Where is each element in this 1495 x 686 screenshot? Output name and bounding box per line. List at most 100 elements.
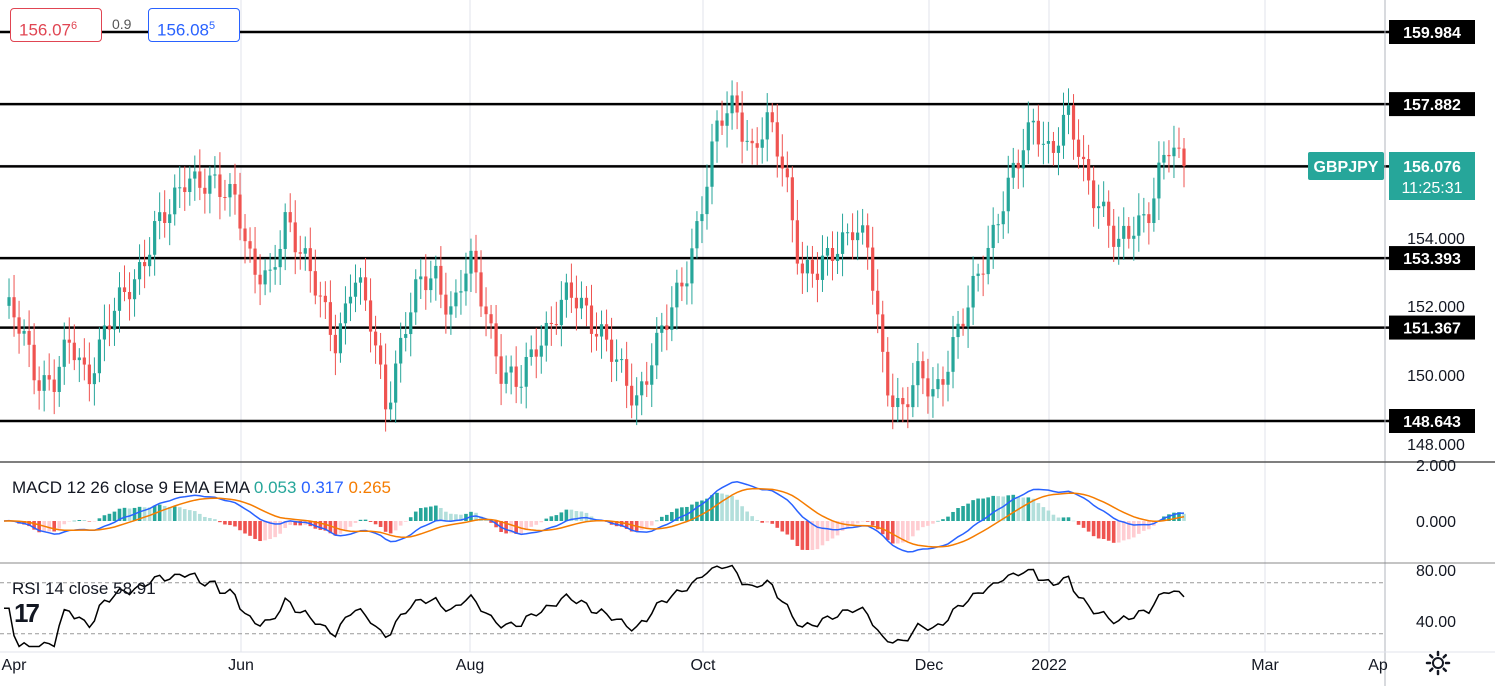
candle-body: [554, 324, 558, 326]
candle-body: [559, 299, 563, 326]
candle-body: [1021, 150, 1025, 169]
macd-histogram-bar: [780, 521, 785, 532]
horizontal-levels[interactable]: [0, 30, 1390, 423]
macd-histogram-bar: [1091, 521, 1096, 537]
macd-histogram-bar: [991, 495, 995, 521]
candle-body: [946, 371, 950, 385]
candle-body: [1112, 225, 1116, 247]
candle-body: [338, 323, 343, 354]
macd-histogram-bar: [926, 521, 930, 526]
candle-body: [394, 363, 398, 403]
macd-histogram-bar: [1076, 521, 1081, 525]
macd-histogram-bar: [670, 512, 674, 521]
candle-body: [504, 372, 508, 384]
candle-body: [539, 345, 543, 357]
candle-body: [926, 378, 930, 397]
macd-histogram-bar: [97, 518, 102, 521]
candle-body: [313, 271, 317, 296]
symbol-tag: [1308, 152, 1384, 180]
candle-body: [1157, 162, 1161, 199]
level-price-text: 151.367: [1403, 321, 1461, 338]
macd-histogram-bar: [172, 506, 177, 521]
candle-body: [1071, 105, 1076, 140]
candle-body: [122, 287, 127, 292]
bid-price-fraction: 6: [71, 20, 78, 32]
macd-line-value: 0.317: [301, 478, 344, 497]
macd-histogram-bar: [509, 521, 513, 534]
macd-legend[interactable]: MACD 12 26 close 9 EMA EMA 0.053 0.317 0…: [12, 478, 391, 498]
macd-histogram-bar: [941, 519, 945, 521]
macd-signal-value: 0.265: [348, 478, 391, 497]
candle-body: [318, 295, 322, 297]
time-tick-label: Apr: [2, 657, 28, 674]
candle-body: [710, 141, 714, 187]
macd-histogram-bar: [986, 497, 990, 521]
candle-body: [906, 404, 910, 408]
level-price-text: 148.643: [1403, 414, 1461, 431]
candle-body: [1086, 159, 1091, 181]
candle-body: [142, 262, 147, 267]
candle-body: [303, 248, 307, 254]
macd-histogram-bar: [32, 521, 36, 530]
gear-icon[interactable]: [1425, 650, 1451, 676]
candle-body: [464, 273, 468, 292]
macd-histogram-bar: [1061, 517, 1066, 521]
macd-histogram-bar: [559, 512, 564, 521]
macd-histogram-bar: [544, 518, 549, 521]
candle-body: [1016, 162, 1020, 169]
candle-body: [901, 398, 905, 405]
rsi-legend-label: RSI 14 close: [12, 579, 109, 598]
macd-histogram-bar: [268, 521, 272, 540]
macd-histogram-bar: [338, 521, 343, 534]
level-price-tag: [1389, 92, 1475, 117]
candle-body: [519, 386, 523, 388]
candle-body: [574, 297, 579, 309]
macd-histogram-bar: [423, 507, 428, 521]
candle-body: [384, 364, 388, 410]
rsi-pane: [0, 564, 1385, 648]
macd-histogram-bar: [102, 515, 107, 521]
candle-body: [524, 356, 528, 387]
bid-price: 156.07: [19, 20, 71, 40]
bid-price-box[interactable]: 156.076: [10, 8, 102, 42]
macd-histogram-bar: [112, 511, 117, 521]
candle-body: [911, 385, 915, 408]
candle-body: [273, 267, 277, 270]
candle-body: [419, 276, 423, 280]
candle-body: [760, 139, 764, 148]
macd-histogram-bar: [1167, 514, 1171, 521]
candle-body: [173, 187, 177, 215]
macd-histogram-bar: [1101, 521, 1106, 540]
candle-body: [378, 345, 383, 365]
macd-histogram-bar: [921, 521, 925, 528]
macd-histogram-bar: [1001, 496, 1006, 521]
candle-body: [193, 171, 197, 179]
candle-body: [87, 364, 91, 385]
countdown-text: 11:25:31: [1401, 180, 1462, 197]
candle-body: [1182, 148, 1186, 167]
rsi-legend[interactable]: RSI 14 close 58.91: [12, 579, 156, 599]
macd-histogram-bar: [524, 521, 529, 531]
candle-body: [1162, 154, 1166, 163]
candle-body: [966, 307, 970, 327]
macd-histogram-bar: [388, 521, 393, 534]
candle-body: [1137, 215, 1141, 236]
candle-body: [82, 357, 86, 365]
ask-price: 156.08: [157, 20, 209, 40]
macd-histogram-bar: [323, 521, 328, 531]
candle-body: [183, 187, 187, 193]
macd-histogram-bar: [895, 521, 900, 544]
ask-price-box[interactable]: 156.085: [148, 8, 240, 42]
macd-histogram-bar: [825, 521, 830, 542]
macd-histogram-bar: [328, 521, 333, 534]
macd-histogram-bar: [815, 521, 820, 550]
candle-body: [620, 359, 624, 361]
candle-body: [529, 349, 533, 357]
last-price-tag: [1389, 152, 1475, 200]
macd-histogram-bar: [504, 521, 508, 534]
macd-histogram-bar: [439, 507, 443, 521]
grid-lines: [0, 0, 1385, 652]
macd-histogram-bar: [554, 515, 559, 521]
macd-histogram-bar: [1041, 507, 1046, 521]
